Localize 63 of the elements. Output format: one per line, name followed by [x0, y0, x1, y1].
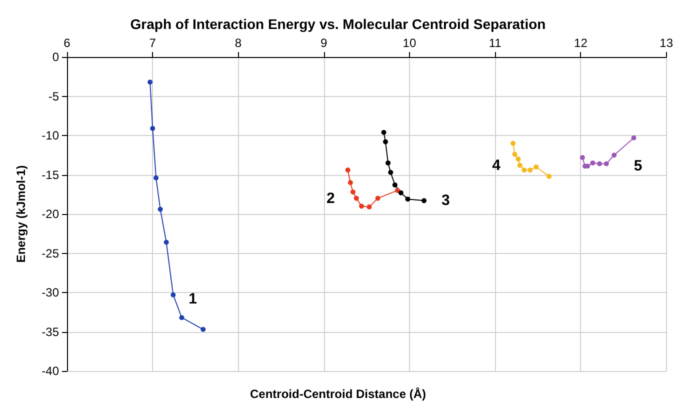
x-tick-label: 8: [234, 36, 242, 50]
point: [170, 292, 176, 298]
point: [150, 126, 156, 131]
y-tick-label: -35: [42, 324, 60, 339]
point: [345, 168, 350, 173]
point: [516, 156, 521, 162]
point: [597, 161, 602, 166]
y-tick-label: -10: [42, 128, 60, 142]
point: [522, 168, 527, 173]
point: [375, 196, 380, 201]
point: [148, 80, 153, 85]
point: [350, 190, 356, 195]
point: [392, 182, 398, 188]
point: [546, 174, 552, 179]
point: [386, 160, 391, 166]
chart-title: Graph of Interaction Energy vs. Molecular Centroid Separation: [130, 16, 546, 32]
point: [422, 198, 427, 204]
y-tick-label: -30: [42, 286, 60, 300]
point: [383, 139, 388, 144]
x-tick-label: 11: [488, 36, 502, 50]
y-tick-label: -5: [48, 89, 60, 104]
point: [348, 180, 353, 186]
point: [405, 196, 410, 202]
series-label: 1: [188, 290, 198, 308]
y-tick-label: 0: [52, 50, 60, 64]
point: [590, 160, 596, 166]
x-tick-label: 7: [149, 36, 156, 50]
series-label: 5: [634, 157, 642, 174]
point: [534, 164, 539, 170]
point: [612, 152, 617, 158]
y-axis-title: Energy (kJmol-1): [14, 165, 28, 263]
point: [388, 170, 394, 175]
series-label: 3: [442, 192, 450, 210]
point: [359, 204, 364, 209]
point: [381, 130, 386, 135]
point: [164, 240, 169, 245]
point: [517, 162, 522, 168]
point: [158, 206, 163, 212]
y-tick-label: -20: [42, 207, 60, 221]
point: [528, 168, 533, 173]
series-label: 4: [492, 156, 502, 174]
x-tick-label: 6: [64, 36, 71, 50]
point: [398, 190, 404, 196]
point: [631, 135, 636, 140]
point: [354, 196, 359, 201]
y-tick-label: -15: [42, 168, 60, 182]
x-tick-label: 13: [660, 36, 674, 50]
point: [179, 315, 184, 320]
point: [512, 152, 518, 157]
point: [394, 188, 400, 193]
point: [154, 175, 159, 180]
point: [366, 204, 372, 210]
y-tick-label: -25: [42, 246, 60, 260]
point: [510, 140, 516, 146]
point: [200, 326, 206, 332]
x-tick-label: 12: [574, 36, 588, 50]
point: [580, 154, 585, 160]
point: [604, 161, 609, 166]
x-tick-label: 10: [402, 36, 416, 50]
x-axis-title: Centroid-Centroid Distance (Å): [250, 387, 426, 401]
series-label: 2: [326, 190, 335, 207]
x-tick-label: 9: [320, 36, 328, 50]
y-tick-label: -40: [42, 364, 60, 378]
